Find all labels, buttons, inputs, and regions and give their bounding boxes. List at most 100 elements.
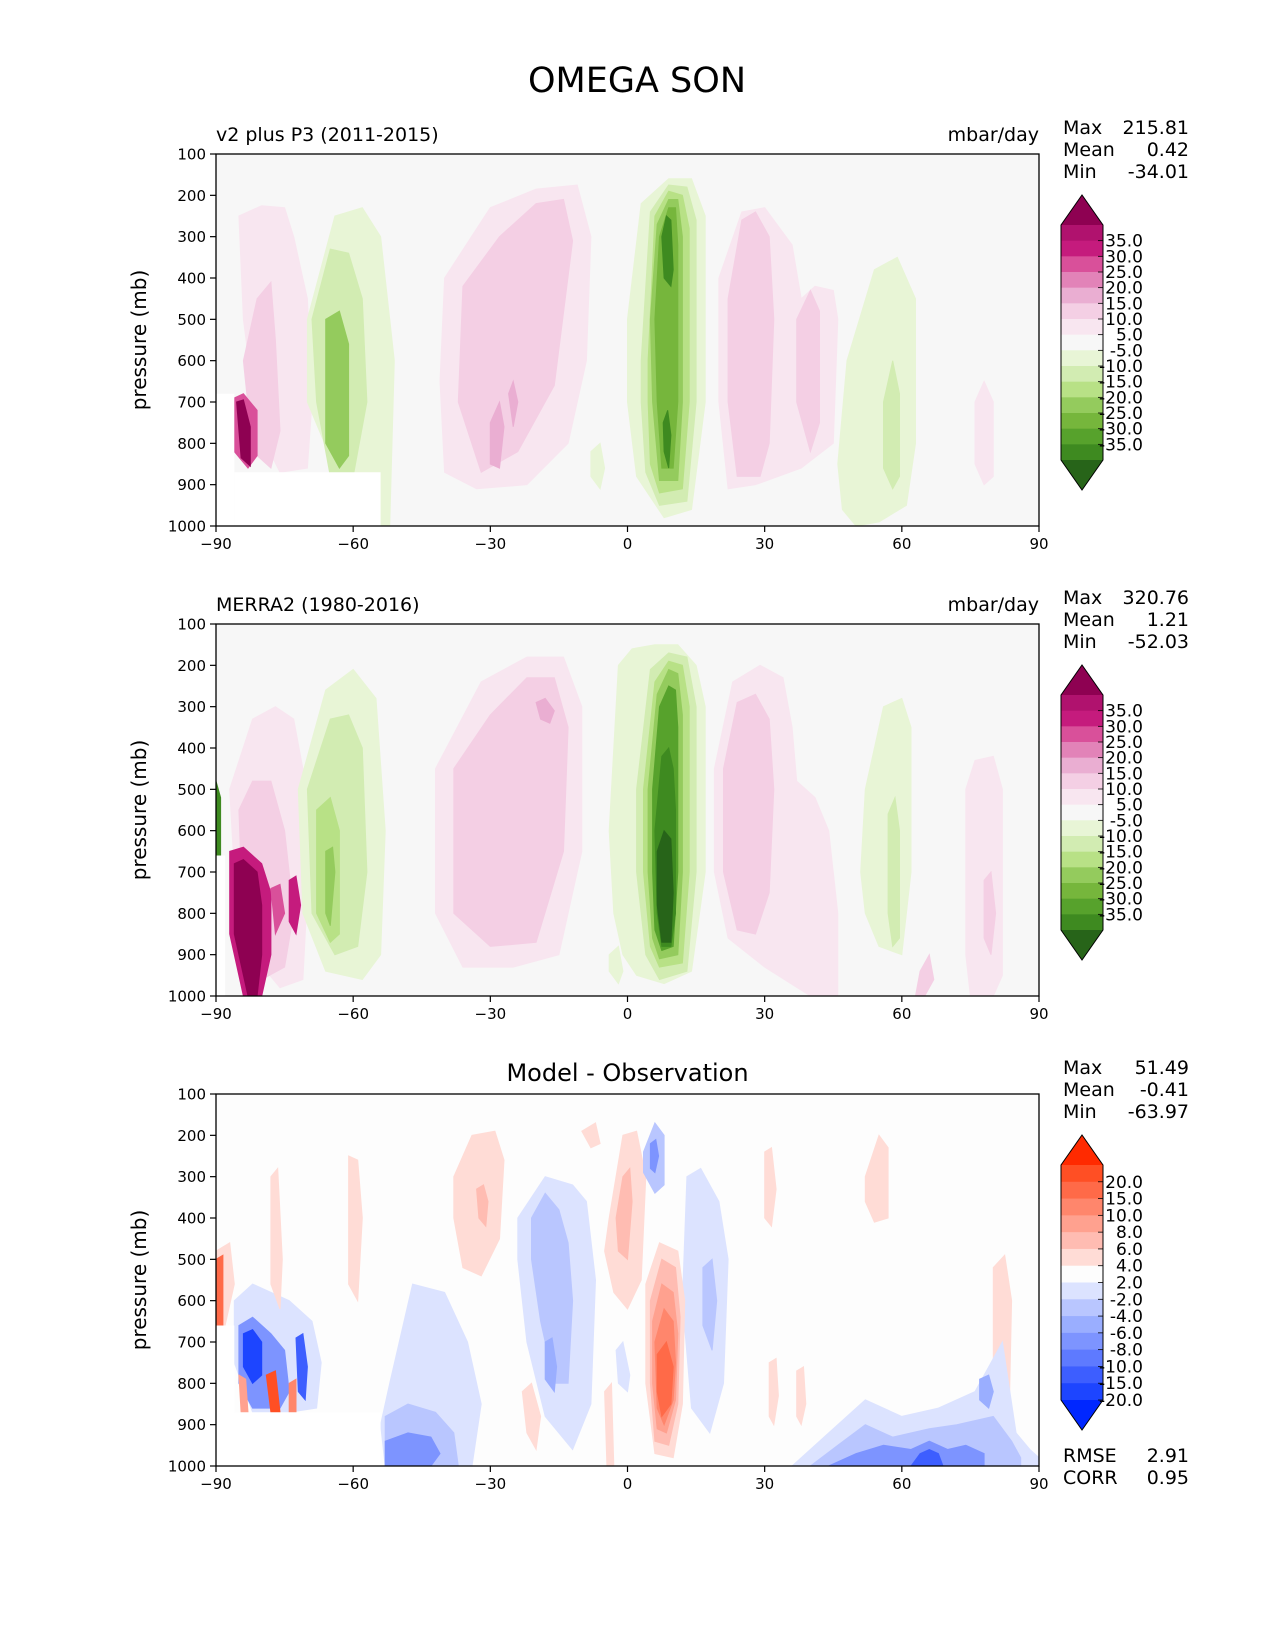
colorbar-label: 20.0: [1105, 1173, 1143, 1193]
y-tick-label: 100: [177, 1086, 206, 1104]
colorbar-label: -15.0: [1099, 373, 1143, 393]
colorbar-label: -5.0: [1110, 341, 1143, 361]
contour-region-23: [723, 693, 775, 935]
colorbar-swatch: [1061, 1366, 1103, 1384]
colorbar-label: -10.0: [1099, 827, 1143, 847]
contour-region-12: [453, 677, 569, 947]
panel-title: Model - Observation: [506, 1059, 748, 1087]
contour-region-25: [887, 795, 900, 948]
contour-region-37: [768, 1357, 779, 1427]
colorbar-label: -20.0: [1099, 858, 1143, 878]
contour-region-15: [476, 1184, 489, 1228]
contour-region-3: [233, 859, 263, 996]
y-tick-label: 900: [177, 946, 206, 964]
x-tick-label: −90: [200, 1475, 232, 1493]
units-label: mbar/day: [948, 124, 1039, 146]
x-tick-label: 0: [623, 1475, 633, 1493]
max-label: Max: [1063, 117, 1102, 139]
contour-region-38: [796, 1365, 807, 1427]
colorbar-swatch: [1061, 914, 1103, 931]
panel-title: MERRA2 (1980-2016): [216, 594, 420, 616]
colorbar-label: -30.0: [1099, 420, 1143, 440]
colorbar-swatch: [1061, 240, 1103, 257]
colorbar-swatch: [1061, 256, 1103, 273]
x-tick-label: 60: [892, 1005, 911, 1023]
colorbar-label: 20.0: [1105, 279, 1143, 299]
topography-mask-edge: [216, 393, 235, 526]
colorbar-extend-bottom: [1061, 930, 1103, 960]
y-tick-label: 600: [177, 1292, 206, 1310]
contour-region-28: [702, 1258, 718, 1351]
colorbar-label: -4.0: [1110, 1307, 1143, 1327]
y-tick-label: 1000: [168, 518, 206, 536]
contour-region-10: [508, 379, 519, 427]
corr-value: 0.95: [1147, 1467, 1189, 1489]
y-tick-label: 500: [177, 781, 206, 799]
x-tick-label: −60: [337, 1005, 369, 1023]
y-tick-label: 800: [177, 905, 206, 923]
contour-region-1: [216, 1254, 224, 1326]
colorbar-swatch: [1061, 303, 1103, 320]
x-tick-label: −60: [337, 1475, 369, 1493]
contour-region-8: [457, 198, 574, 474]
colorbar-label: 6.0: [1116, 1240, 1143, 1260]
panel-title: v2 plus P3 (2011-2015): [216, 124, 439, 146]
contour-region-6: [325, 310, 350, 470]
y-tick-label: 300: [177, 228, 206, 246]
colorbar-swatch: [1061, 1349, 1103, 1368]
contour-region-22: [615, 1167, 633, 1261]
x-tick-label: −60: [337, 535, 369, 553]
mean-value: 1.21: [1147, 609, 1189, 631]
contour-region-18: [544, 1337, 558, 1393]
contour-region-23: [604, 1381, 615, 1466]
colorbar-label: 10.0: [1105, 780, 1143, 800]
y-tick-label: 700: [177, 1334, 206, 1352]
colorbar-label: 30.0: [1105, 717, 1143, 737]
colorbar-swatch: [1061, 1198, 1103, 1216]
topography-mask-edge: [216, 1325, 235, 1466]
colorbar-swatch: [1061, 1316, 1103, 1334]
colorbar-swatch: [1061, 883, 1103, 900]
colorbar-label: 10.0: [1105, 1206, 1143, 1226]
colorbar-label: 25.0: [1105, 263, 1143, 283]
contour-region-28: [914, 953, 935, 996]
units-label: mbar/day: [948, 594, 1039, 616]
contour-region-20: [581, 1122, 601, 1149]
colorbar-label: 15.0: [1105, 1190, 1143, 1210]
colorbar: 35.030.025.020.015.010.05.0-5.0-10.0-15.…: [1060, 664, 1143, 961]
colorbar-label: -15.0: [1099, 843, 1143, 863]
contour-region-33: [656, 1340, 674, 1418]
panel-difference: −90 −60 −30 0 30 60 90 100 200 300 400 500 600 700 800…: [127, 1057, 1189, 1493]
y-tick-label: 500: [177, 1251, 206, 1269]
contour-region-11: [590, 442, 606, 490]
y-tick-label: 800: [177, 435, 206, 453]
contour-region-17: [531, 1192, 574, 1384]
contour-region-19: [521, 1382, 542, 1452]
colorbar-swatch: [1061, 773, 1103, 790]
x-tick-label: 30: [755, 535, 774, 553]
contour-region-5: [270, 883, 286, 936]
colorbar-label: 25.0: [1105, 733, 1143, 753]
contour-region-21: [796, 289, 820, 454]
colorbar-swatch: [1061, 1165, 1103, 1183]
colorbar-label: 15.0: [1105, 294, 1143, 314]
colorbar-swatch: [1061, 804, 1103, 821]
y-tick-label: 300: [177, 1168, 206, 1186]
corr-label: CORR: [1063, 1467, 1118, 1489]
colorbar-label: -6.0: [1110, 1324, 1143, 1344]
y-tick-label: 400: [177, 740, 206, 758]
colorbar-label: 5.0: [1116, 326, 1143, 346]
y-tick-label: 200: [177, 657, 206, 675]
max-label: Max: [1063, 1057, 1102, 1079]
colorbar-extend-top: [1061, 1135, 1103, 1165]
topography-mask: [216, 855, 226, 996]
colorbar-swatch: [1061, 710, 1103, 727]
colorbar-swatch: [1061, 757, 1103, 774]
x-tick-label: 0: [623, 1005, 633, 1023]
colorbar-label: -30.0: [1099, 890, 1143, 910]
colorbar-swatch: [1061, 867, 1103, 884]
y-tick-label: 500: [177, 311, 206, 329]
colorbar-label: -20.0: [1099, 1391, 1143, 1411]
y-tick-label: 600: [177, 352, 206, 370]
contour-region-13: [384, 1432, 441, 1466]
